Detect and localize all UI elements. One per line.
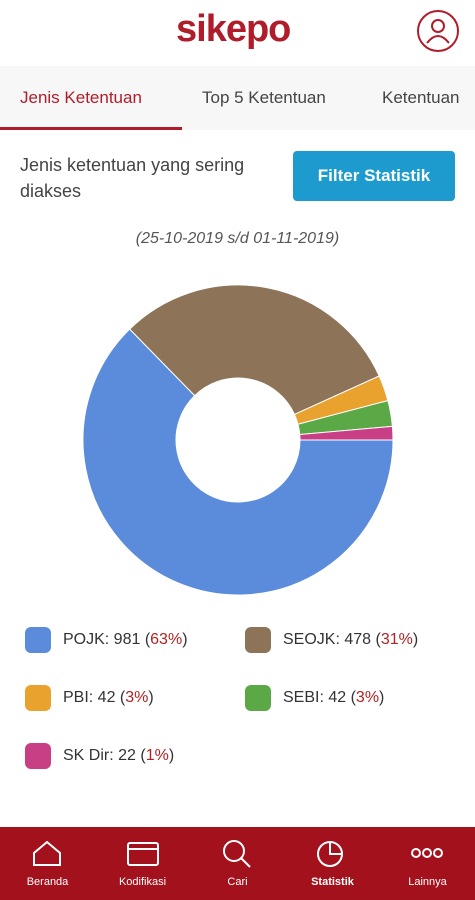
tab-bar (0, 66, 475, 130)
legend-item: SK Dir: 22 (1%) (25, 743, 174, 769)
legend-swatch (245, 685, 271, 711)
nav-icons (33, 840, 443, 868)
legend-swatch (25, 685, 51, 711)
legend-label: SEOJK: 478 (31%) (283, 631, 419, 648)
tab-indicator (0, 127, 182, 130)
nav-item[interactable]: Statistik (311, 876, 354, 888)
legend-item: PBI: 42 (3%) (25, 685, 154, 711)
app-header: sikepo (0, 0, 475, 64)
legend-swatch (25, 743, 51, 769)
legend-label: SK Dir: 22 (1%) (63, 747, 175, 764)
legend-label: POJK: 981 (63%) (63, 631, 188, 648)
donut-slice (299, 425, 394, 441)
logo: sikepo (176, 8, 291, 50)
profile-button[interactable] (416, 9, 460, 53)
nav-item[interactable]: Cari (227, 876, 248, 888)
legend-swatch (25, 627, 51, 653)
filter-button[interactable]: Filter Statistik (293, 151, 455, 201)
donut-slice (82, 328, 394, 596)
nav-item[interactable]: Kodifikasi (118, 876, 167, 888)
nav-item[interactable]: Beranda (26, 876, 69, 888)
section-heading: Jenis ketentuan yang sering diakses (20, 155, 245, 201)
donut-chart (82, 284, 394, 596)
legend-label: PBI: 42 (3%) (63, 689, 154, 706)
bottom-nav (0, 827, 475, 900)
tab[interactable]: Top 5 Ketentuan (202, 88, 326, 107)
donut-slice (128, 284, 380, 416)
tab[interactable]: Jenis Ketentuan (20, 88, 142, 107)
legend-item: POJK: 981 (63%) (25, 627, 188, 653)
nav-item[interactable]: Lainnya (408, 876, 447, 888)
legend-swatch (245, 627, 271, 653)
legend-item: SEOJK: 478 (31%) (245, 627, 418, 653)
tab[interactable]: Ketentuan (382, 88, 460, 107)
legend-label: SEBI: 42 (3%) (283, 689, 385, 706)
date-range: (25-10-2019 s/d 01-11-2019) (135, 230, 340, 247)
legend-item: SEBI: 42 (3%) (245, 685, 384, 711)
